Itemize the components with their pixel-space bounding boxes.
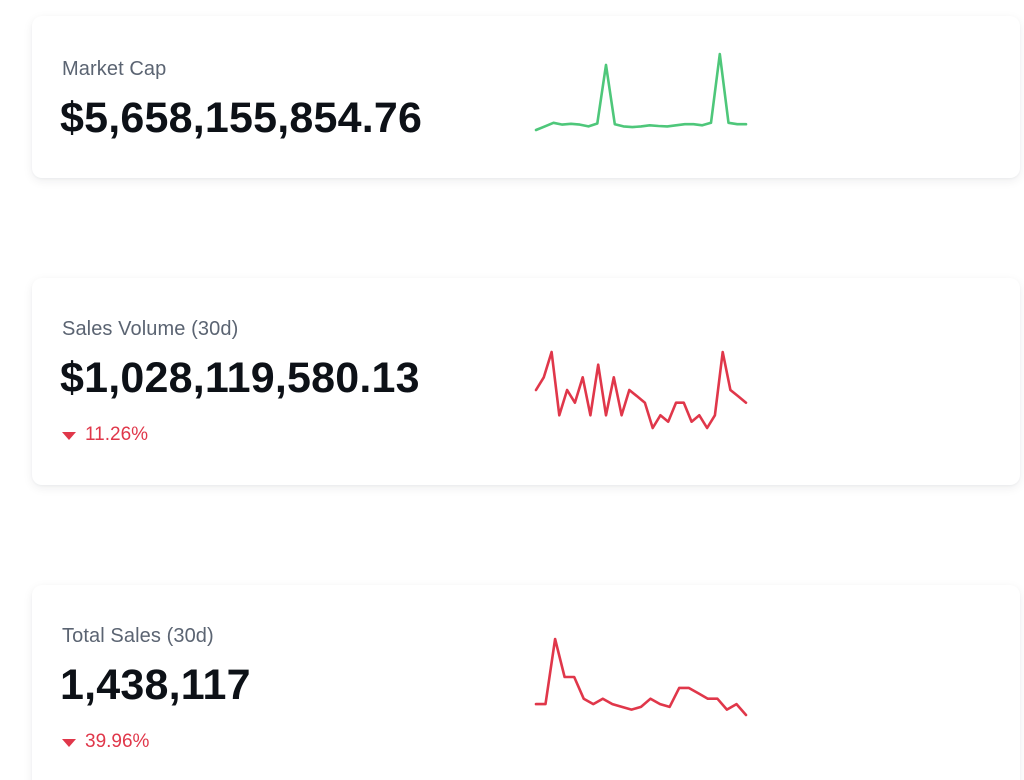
triangle-down-icon — [62, 432, 76, 440]
market-cap-value: $5,658,155,854.76 — [60, 94, 423, 142]
market-cap-sparkline-line — [534, 52, 748, 132]
total-sales-change-value: 39.96% — [85, 731, 150, 752]
total-sales-change: 39.96% — [62, 731, 149, 753]
triangle-down-icon — [62, 739, 76, 747]
total-sales-label: Total Sales (30d) — [62, 625, 214, 647]
market-cap-card: Market Cap $5,658,155,854.76 — [32, 16, 1020, 178]
sales-volume-value: $1,028,119,580.13 — [60, 354, 420, 402]
sales-volume-sparkline — [534, 350, 748, 430]
total-sales-sparkline-line — [534, 637, 748, 717]
sales-volume-sparkline-line — [534, 350, 748, 430]
sales-volume-card: Sales Volume (30d) $1,028,119,580.13 11.… — [32, 278, 1020, 485]
sales-volume-change: 11.26% — [62, 424, 148, 446]
market-cap-sparkline — [534, 52, 748, 132]
sales-volume-label: Sales Volume (30d) — [62, 318, 239, 340]
total-sales-value: 1,438,117 — [60, 661, 251, 709]
sales-volume-change-value: 11.26% — [85, 424, 149, 445]
market-cap-label: Market Cap — [62, 58, 167, 80]
total-sales-card: Total Sales (30d) 1,438,117 39.96% — [32, 585, 1020, 780]
total-sales-sparkline — [534, 637, 748, 717]
